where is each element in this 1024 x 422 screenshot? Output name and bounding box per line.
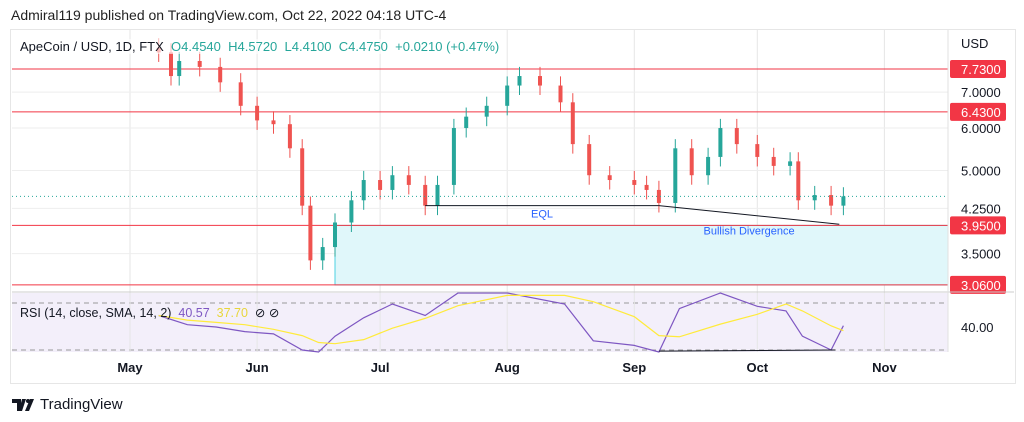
candle bbox=[788, 161, 793, 166]
candle bbox=[218, 66, 223, 83]
hidden-value-icons[interactable]: ⊘ ⊘ bbox=[254, 306, 280, 320]
candle bbox=[435, 184, 440, 206]
candle bbox=[390, 175, 395, 190]
chart-frame[interactable] bbox=[10, 29, 1016, 384]
level-badge bbox=[950, 216, 1006, 235]
candle bbox=[287, 124, 292, 149]
candle bbox=[706, 156, 711, 176]
month-label: May bbox=[117, 360, 143, 375]
candle bbox=[484, 105, 489, 117]
price-tick: 4.2500 bbox=[961, 201, 1001, 216]
rsi-pane bbox=[12, 293, 948, 352]
symbol-name[interactable]: ApeCoin / USD, 1D, FTX bbox=[20, 39, 164, 54]
candle bbox=[538, 76, 542, 86]
candle bbox=[796, 161, 801, 201]
month-label: Oct bbox=[746, 360, 768, 375]
published-header: Admiral119 published on TradingView.com,… bbox=[11, 7, 447, 23]
brand-name: TradingView bbox=[40, 396, 123, 413]
candle bbox=[406, 175, 411, 185]
candle bbox=[320, 247, 325, 261]
tradingview-brand[interactable]: TradingView bbox=[12, 396, 123, 413]
candle bbox=[570, 102, 575, 145]
rsi-value: 40.57 bbox=[178, 306, 210, 320]
annotation-label: Bullish Divergence bbox=[704, 225, 795, 237]
level-label: 3.9500 bbox=[961, 218, 1001, 233]
level-label: 3.0600 bbox=[961, 278, 1001, 293]
candle bbox=[361, 180, 366, 201]
candle bbox=[505, 85, 510, 106]
candle bbox=[644, 184, 649, 190]
demand-zone bbox=[334, 224, 949, 286]
rsi-sma-value: 37.70 bbox=[216, 306, 248, 320]
close-value: C4.4750 bbox=[338, 39, 388, 54]
candle bbox=[300, 148, 305, 206]
rsi-tick: 40.00 bbox=[961, 320, 994, 335]
candle bbox=[333, 222, 337, 248]
month-label: Jul bbox=[371, 360, 390, 375]
rsi-sma-line bbox=[158, 294, 844, 345]
candle bbox=[734, 128, 739, 145]
rsi-label[interactable]: RSI (14, close, SMA, 14, 2) bbox=[20, 306, 172, 320]
annotation-label: EQL bbox=[531, 209, 553, 221]
month-label: Aug bbox=[495, 360, 520, 375]
candle bbox=[841, 196, 846, 206]
price-tick: 7.0000 bbox=[961, 85, 1001, 100]
candle bbox=[829, 195, 834, 206]
candle bbox=[587, 144, 592, 176]
month-label: Sep bbox=[622, 360, 646, 375]
candle bbox=[378, 180, 383, 190]
candle bbox=[517, 76, 522, 86]
change-value: +0.0210 (+0.47%) bbox=[395, 39, 500, 54]
rsi-legend: RSI (14, close, SMA, 14, 2) 40.57 37.70 … bbox=[20, 305, 279, 320]
rsi-divergence-line bbox=[658, 349, 836, 352]
candle bbox=[451, 128, 456, 185]
trend-line bbox=[658, 205, 840, 225]
candle bbox=[308, 205, 313, 261]
candle bbox=[656, 189, 661, 203]
price-tick: 6.0000 bbox=[961, 121, 1001, 136]
candle bbox=[349, 200, 354, 223]
candle bbox=[177, 61, 182, 77]
candle bbox=[271, 120, 276, 125]
currency-label: USD bbox=[961, 36, 988, 51]
level-label: 7.7300 bbox=[961, 62, 1001, 77]
level-label: 6.4300 bbox=[961, 105, 1001, 120]
month-label: Nov bbox=[872, 360, 897, 375]
open-value: O4.4540 bbox=[171, 39, 221, 54]
month-label: Jun bbox=[246, 360, 269, 375]
price-tick: 3.5000 bbox=[961, 247, 1001, 262]
level-badge bbox=[950, 275, 1006, 294]
rsi-line bbox=[158, 292, 844, 353]
low-value: L4.4100 bbox=[284, 39, 332, 54]
candle bbox=[558, 85, 563, 103]
candle bbox=[718, 128, 723, 157]
candle bbox=[197, 61, 202, 67]
candle bbox=[238, 82, 243, 106]
candle bbox=[755, 144, 760, 157]
candle bbox=[632, 180, 637, 185]
candle bbox=[689, 148, 694, 176]
tradingview-logo-icon bbox=[12, 398, 34, 411]
level-badge bbox=[950, 102, 1006, 121]
price-tick: 5.0000 bbox=[961, 164, 1001, 179]
candle bbox=[464, 116, 469, 129]
high-value: H4.5720 bbox=[228, 39, 278, 54]
candle bbox=[607, 175, 612, 181]
candle bbox=[673, 148, 678, 203]
candle bbox=[255, 105, 260, 121]
candle bbox=[812, 195, 817, 201]
candle bbox=[169, 52, 173, 77]
level-badge bbox=[950, 60, 1006, 78]
symbol-legend: ApeCoin / USD, 1D, FTX O4.4540 H4.5720 L… bbox=[20, 39, 500, 54]
candle bbox=[771, 156, 776, 166]
candle bbox=[423, 184, 428, 206]
